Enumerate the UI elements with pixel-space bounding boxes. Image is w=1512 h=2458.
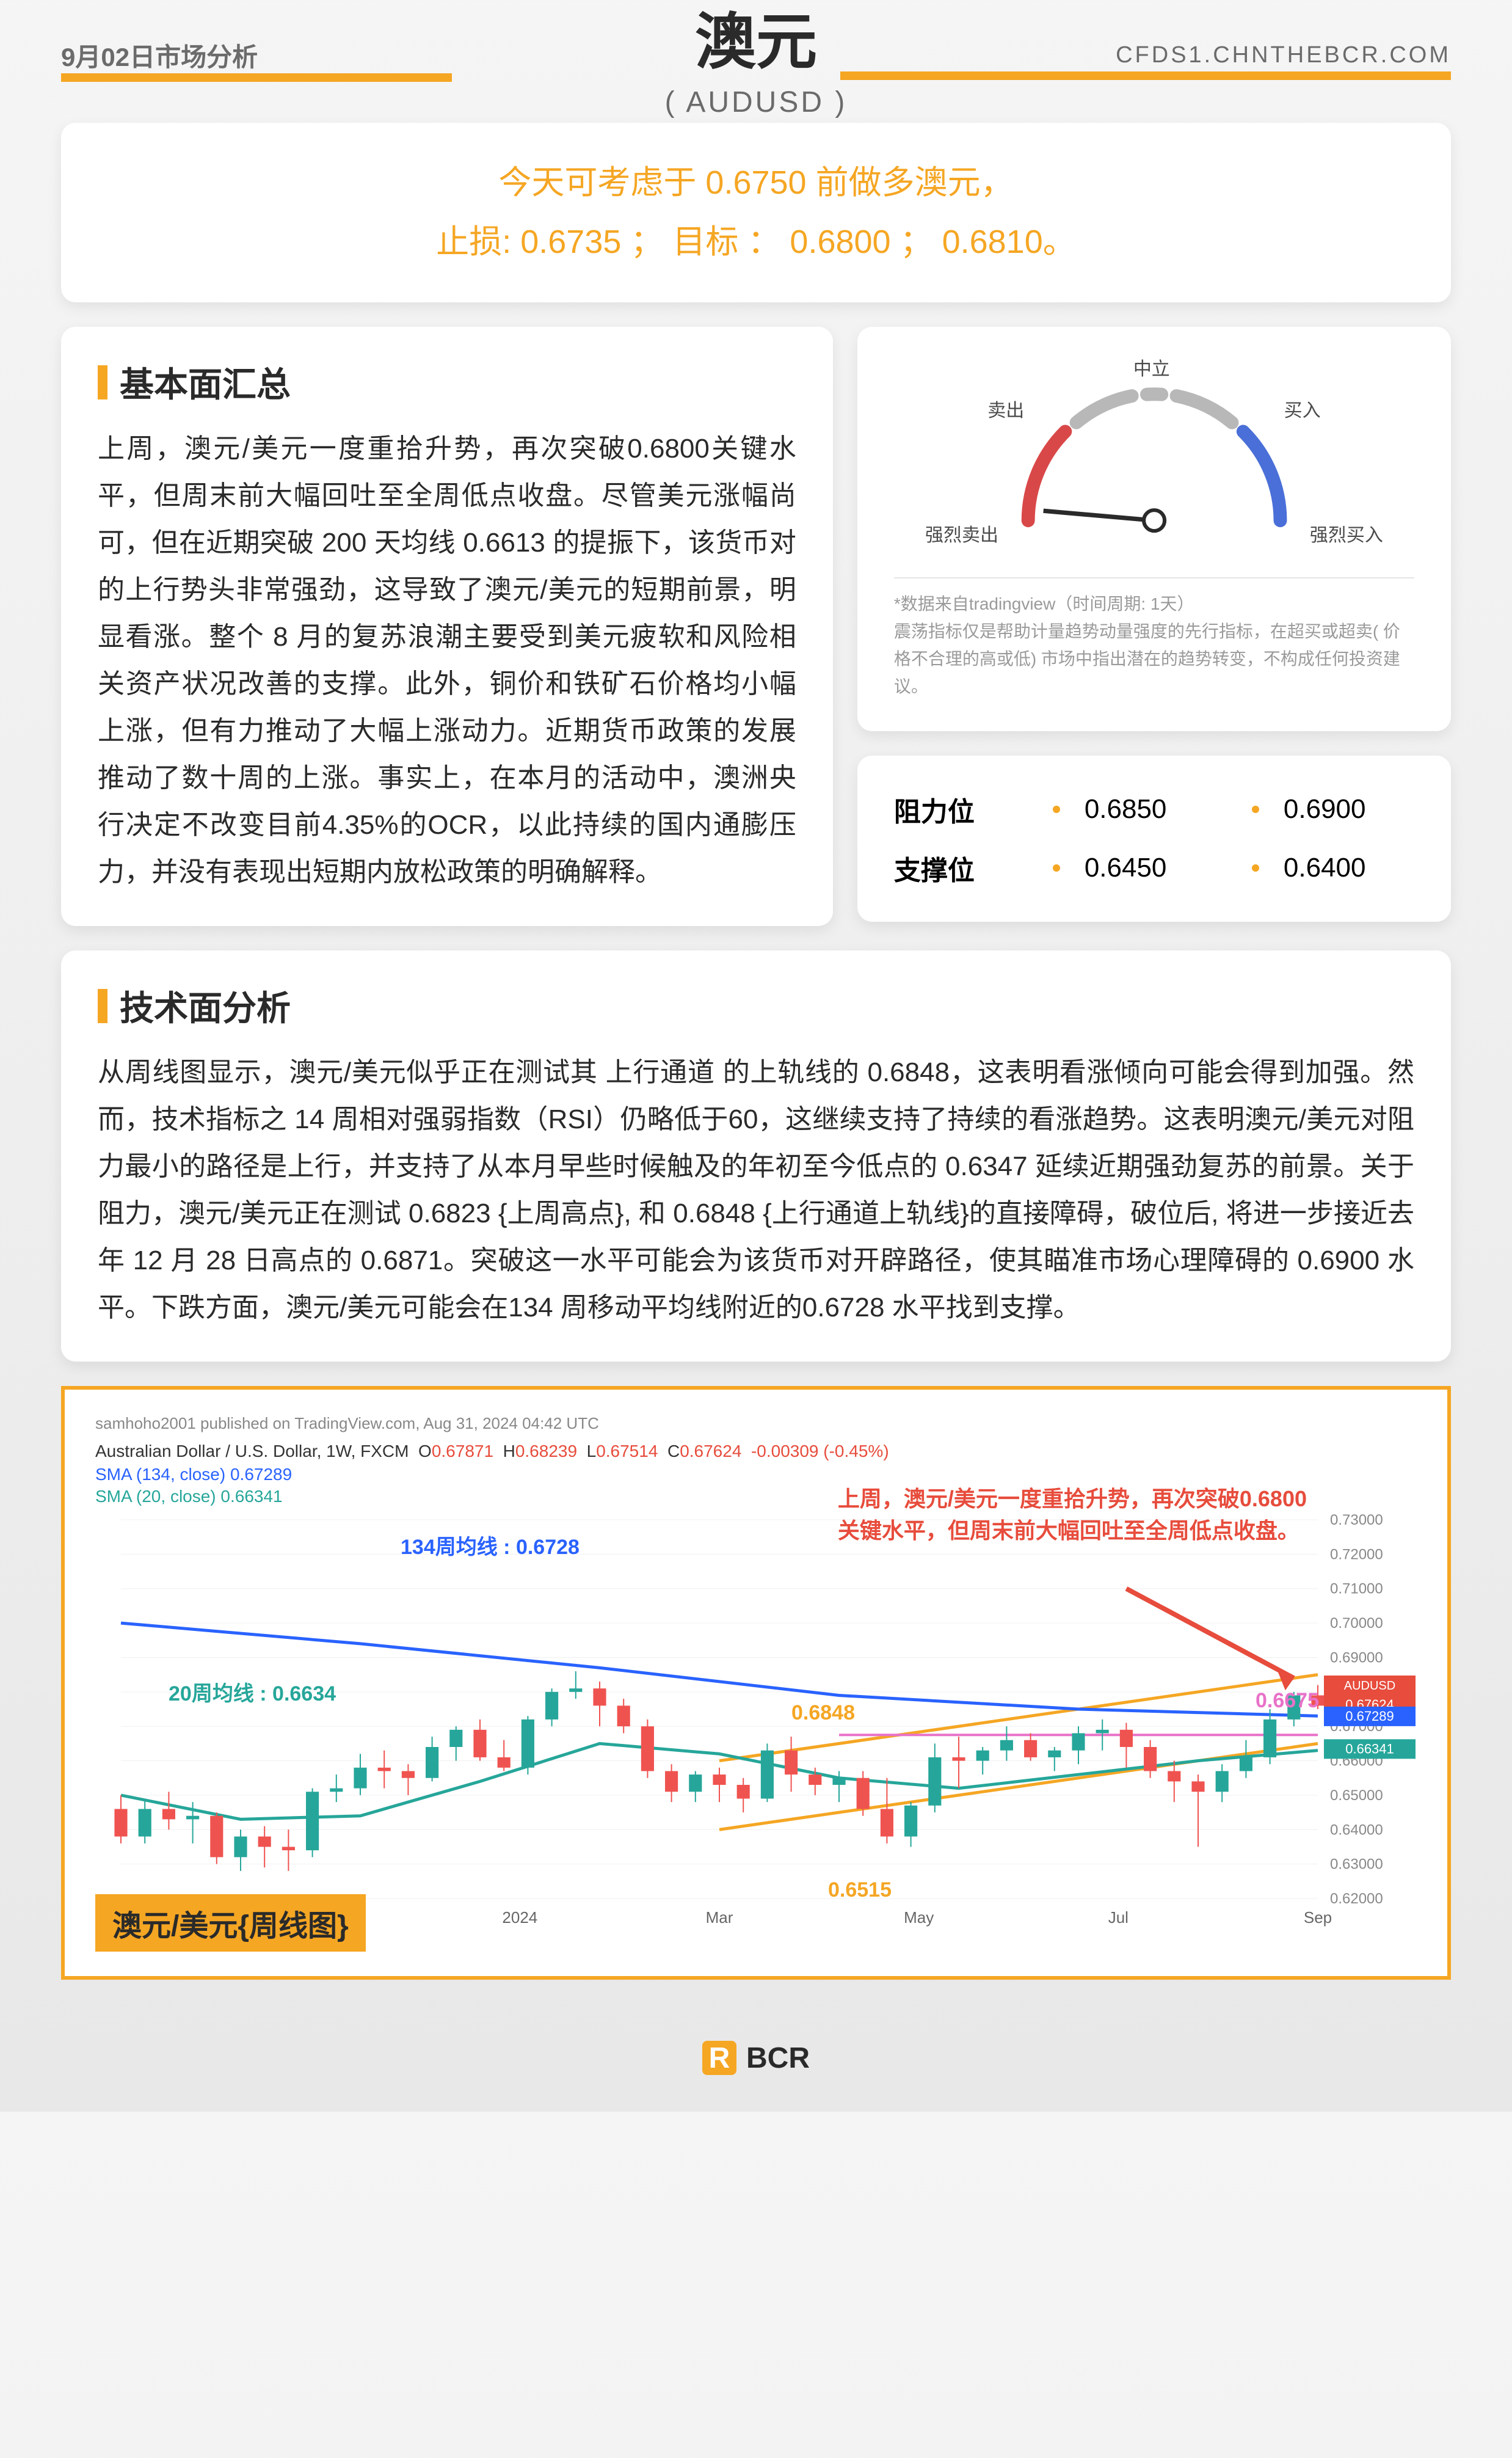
- chart-publisher: samhoho2001 published on TradingView.com…: [83, 1408, 1429, 1439]
- resistance-1: 0.6850: [1085, 794, 1167, 825]
- svg-text:0.63000: 0.63000: [1330, 1856, 1383, 1873]
- resistance-2: 0.6900: [1284, 794, 1366, 825]
- candlestick-chart: 0.730000.720000.710000.700000.690000.680…: [83, 1508, 1429, 1935]
- accent-bar-left: [61, 73, 452, 82]
- ohlc-h: 0.68239: [515, 1442, 577, 1461]
- levels-card: 阻力位 0.6850 0.6900 支撑位 0.6450 0.6400: [857, 756, 1451, 922]
- gauge-card: 强烈卖出 卖出 中立 买入 强烈买入 *数据来自tradingview（时间周期…: [857, 327, 1451, 731]
- accent-bar-right: [840, 71, 1451, 80]
- anno-pink: 0.6675: [1256, 1689, 1319, 1713]
- gauge-strong-sell: 强烈卖出: [925, 520, 998, 547]
- gauge-strong-buy: 强烈买入: [1310, 520, 1383, 547]
- reco-line-2: 止损: 0.6735 ； 目标 ： 0.6800 ； 0.6810。: [98, 213, 1414, 272]
- gauge-note: *数据来自tradingview（时间周期: 1天） 震荡指标仅是帮助计量趋势动…: [894, 577, 1414, 700]
- resistance-label: 阻力位: [894, 790, 1016, 829]
- page-subtitle: ( AUDUSD ): [665, 86, 848, 119]
- svg-text:0.66341: 0.66341: [1345, 1741, 1394, 1757]
- gauge-neutral: 中立: [1133, 354, 1170, 381]
- source-url: CFDS1.CHNTHEBCR.COM: [1116, 42, 1451, 68]
- technical-card: 技术面分析 从周线图显示，澳元/美元似乎正在测试其 上行通道 的上轨线的 0.6…: [61, 950, 1451, 1362]
- chart-ohlc: Australian Dollar / U.S. Dollar, 1W, FXC…: [83, 1439, 1429, 1464]
- page-title: 澳元: [665, 0, 848, 81]
- technical-text: 从周线图显示，澳元/美元似乎正在测试其 上行通道 的上轨线的 0.6848，这表…: [98, 1049, 1414, 1331]
- footer-brand: BCR: [746, 2041, 810, 2075]
- svg-text:0.73000: 0.73000: [1330, 1512, 1383, 1528]
- svg-text:0.62000: 0.62000: [1330, 1891, 1383, 1907]
- gauge-note-desc: 震荡指标仅是帮助计量趋势动量强度的先行指标，在超买或超卖( 价格不合理的高或低)…: [894, 618, 1414, 700]
- ohlc-l: 0.67514: [596, 1442, 658, 1461]
- gauge-sell: 卖出: [987, 395, 1024, 422]
- fundamental-card: 基本面汇总 上周，澳元/美元一度重拾升势，再次突破0.6800关键水平，但周末前…: [61, 327, 833, 926]
- technical-title: 技术面分析: [98, 981, 1414, 1030]
- chart-title-badge: 澳元/美元{周线图}: [95, 1894, 366, 1952]
- anno-channel-top: 0.6848: [791, 1701, 855, 1725]
- fundamental-title: 基本面汇总: [98, 357, 796, 407]
- ohlc-chg: -0.00309 (-0.45%): [751, 1442, 889, 1461]
- ohlc-c: 0.67624: [680, 1442, 741, 1461]
- logo-icon: R: [702, 2041, 736, 2075]
- resistance-row: 阻力位 0.6850 0.6900: [894, 780, 1414, 839]
- svg-text:Jul: Jul: [1108, 1908, 1129, 1927]
- anno-sma20: 20周均线 : 0.6634: [169, 1677, 336, 1707]
- sentiment-gauge: 强烈卖出 卖出 中立 买入 强烈买入: [894, 357, 1414, 565]
- svg-text:May: May: [904, 1908, 934, 1927]
- chart-card: samhoho2001 published on TradingView.com…: [61, 1386, 1451, 1980]
- gauge-note-source: *数据来自tradingview（时间周期: 1天）: [894, 591, 1414, 618]
- svg-text:AUDUSD: AUDUSD: [1344, 1679, 1395, 1693]
- anno-red-2: 关键水平，但周末前大幅回吐至全周低点收盘。: [838, 1513, 1307, 1545]
- title-wrap: 澳元 ( AUDUSD ): [665, 0, 848, 119]
- svg-text:Sep: Sep: [1304, 1908, 1332, 1927]
- header: 9月02日市场分析 澳元 ( AUDUSD ) CFDS1.CHNTHEBCR.…: [0, 0, 1512, 98]
- anno-sma134: 134周均线 : 0.6728: [401, 1530, 580, 1560]
- svg-text:0.71000: 0.71000: [1330, 1581, 1383, 1597]
- footer-logo: R BCR: [702, 2041, 810, 2075]
- svg-text:0.65000: 0.65000: [1330, 1787, 1383, 1804]
- anno-channel-bot: 0.6515: [828, 1878, 892, 1902]
- chart-pair: Australian Dollar / U.S. Dollar, 1W, FXC…: [95, 1442, 409, 1461]
- support-2: 0.6400: [1284, 853, 1366, 883]
- support-row: 支撑位 0.6450 0.6400: [894, 839, 1414, 897]
- gauge-buy: 买入: [1284, 395, 1321, 422]
- support-1: 0.6450: [1085, 853, 1167, 883]
- svg-text:Mar: Mar: [706, 1908, 733, 1927]
- recommendation-card: 今天可考虑于 0.6750 前做多澳元， 止损: 0.6735 ； 目标 ： 0…: [61, 123, 1451, 302]
- ohlc-o: 0.67871: [432, 1442, 493, 1461]
- svg-text:0.69000: 0.69000: [1330, 1650, 1383, 1666]
- reco-line-1: 今天可考虑于 0.6750 前做多澳元，: [98, 153, 1414, 213]
- svg-text:2024: 2024: [502, 1908, 537, 1927]
- svg-text:0.72000: 0.72000: [1330, 1547, 1383, 1563]
- date-label: 9月02日市场分析: [61, 37, 258, 74]
- weekly-chart: samhoho2001 published on TradingView.com…: [83, 1408, 1429, 1958]
- anno-red-1: 上周，澳元/美元一度重拾升势，再次突破0.6800: [838, 1481, 1307, 1513]
- footer: R BCR: [0, 2004, 1512, 2112]
- anno-red-text: 上周，澳元/美元一度重拾升势，再次突破0.6800 关键水平，但周末前大幅回吐至…: [838, 1481, 1307, 1545]
- support-label: 支撑位: [894, 848, 1016, 888]
- svg-text:0.70000: 0.70000: [1330, 1615, 1383, 1632]
- fundamental-text: 上周，澳元/美元一度重拾升势，再次突破0.6800关键水平，但周末前大幅回吐至全…: [98, 425, 796, 895]
- svg-text:0.64000: 0.64000: [1330, 1822, 1383, 1839]
- svg-text:0.67289: 0.67289: [1345, 1709, 1394, 1724]
